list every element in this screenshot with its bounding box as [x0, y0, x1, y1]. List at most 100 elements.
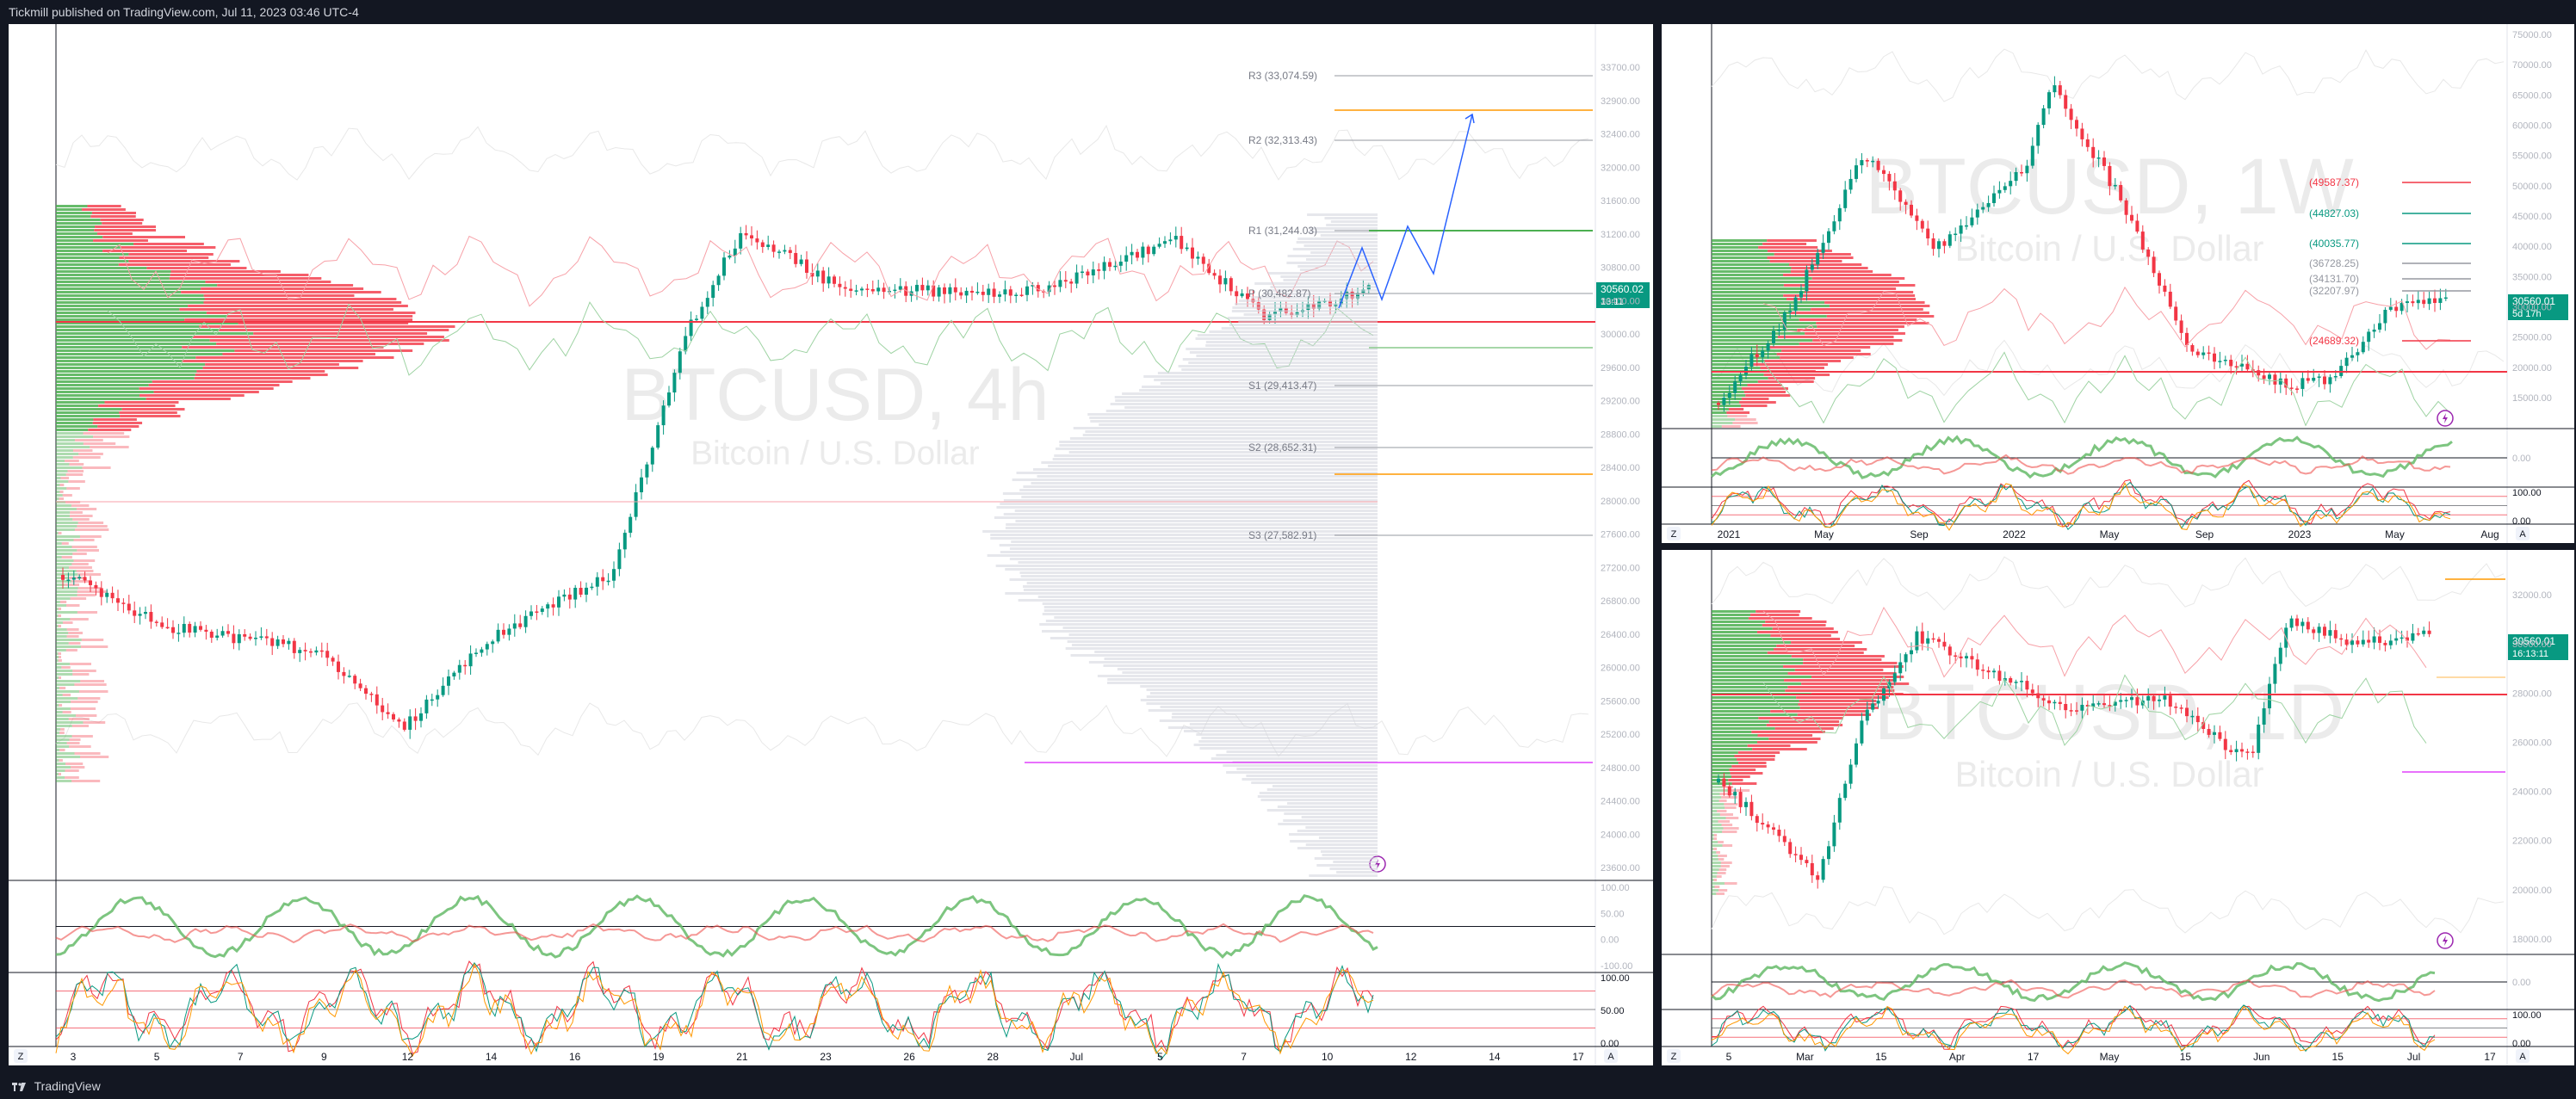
- chart-1d-candle: [2185, 699, 2189, 723]
- chart-4h-session-profile-bar: [1308, 231, 1378, 233]
- chart-4h-session-profile-bar: [1154, 379, 1378, 381]
- chart-1d-candle: [2020, 672, 2023, 692]
- chart-4h-candle: [430, 694, 434, 707]
- chart-1w-profile-bar-up: [1712, 253, 1774, 256]
- chart-1w-candle: [1772, 325, 1775, 347]
- chart-1w-candle: [2240, 355, 2244, 372]
- chart-4h-candle: [606, 573, 610, 586]
- chart-4h-candle: [89, 576, 92, 592]
- chart-4h-zoom-button-bg[interactable]: [14, 1049, 28, 1063]
- chart-1d-profile-bar-up: [1712, 858, 1718, 861]
- chart-pane-1d[interactable]: BTCUSD, 1D Bitcoin / U.S. Dollar 30560.01 1…: [1662, 550, 2574, 1065]
- chart-1w-zoom-button-bg[interactable]: [1667, 527, 1681, 540]
- chart-1w-rsi-line: [1711, 435, 2453, 479]
- chart-1w-profile-bar-down: [1728, 408, 1744, 411]
- chart-4h-session-profile-bar: [1143, 375, 1378, 378]
- chart-4h-profile-bar-down: [153, 391, 259, 393]
- chart-1w-profile-bar-up: [1712, 360, 1765, 362]
- chart-1w-candle: [1755, 344, 1759, 367]
- chart-1w-candle: [1777, 323, 1781, 336]
- chart-1w-candle: [2245, 355, 2250, 373]
- chart-1d-zoom-button-bg[interactable]: [1667, 1049, 1681, 1063]
- chart-4h-profile-bar-down: [59, 601, 67, 603]
- chart-4h-time-tick: 10: [1322, 1051, 1334, 1063]
- chart-1w-profile-bar-up: [1712, 325, 1817, 328]
- chart-4h-session-profile-bar: [1082, 434, 1378, 436]
- chart-1d-profile-bar-up: [1712, 751, 1738, 754]
- chart-4h-session-profile-bar: [1320, 234, 1378, 237]
- chart-4h-candle: [705, 291, 709, 314]
- chart-1w-candle: [2047, 90, 2051, 114]
- chart-1w-time-tick: Aug: [2480, 528, 2499, 540]
- chart-4h-session-profile-bar: [1016, 472, 1378, 474]
- chart-1d-profile-bar-up: [1712, 624, 1762, 627]
- chart-1w-alert-bolt-icon[interactable]: [2437, 410, 2454, 427]
- chart-4h-session-profile-bar: [990, 534, 1378, 536]
- chart-pane-1w[interactable]: BTCUSD, 1W Bitcoin / U.S. Dollar 30560.01 5…: [1662, 24, 2574, 543]
- chart-4h-session-profile-bar: [1209, 330, 1378, 333]
- chart-4h-price-tick: 23600.00: [1601, 863, 1640, 874]
- chart-1w-candle: [2108, 162, 2112, 195]
- chart-4h-candle: [248, 633, 252, 641]
- chart-1d-price-tick: 20000.00: [2512, 886, 2552, 896]
- chart-1w-auto-scale-button[interactable]: [2516, 527, 2530, 540]
- chart-4h-session-profile-bar: [1197, 334, 1378, 336]
- chart-4h-profile-bar-up: [56, 776, 65, 779]
- chart-1d-profile-bar-down: [1768, 720, 1840, 723]
- chart-4h-profile-bar-down: [69, 745, 91, 748]
- chart-4h-profile-bar-down: [58, 614, 61, 617]
- chart-4h-profile-bar-down: [192, 336, 444, 338]
- chart-4h-profile-bar-down: [73, 559, 96, 562]
- chart-4h-session-profile-bar: [1227, 317, 1378, 319]
- chart-1w-profile-bar-down: [1735, 418, 1756, 421]
- chart-4h-profile-bar-down: [83, 442, 116, 445]
- chart-4h-candle: [507, 624, 511, 641]
- chart-1d-candle: [2036, 685, 2040, 707]
- chart-1d-candle: [2096, 701, 2101, 707]
- chart-4h-profile-bar-up: [56, 219, 101, 221]
- chart-4h-session-profile-bar: [1009, 558, 1378, 560]
- chart-4h-profile-bar-up: [56, 573, 78, 576]
- chart-1d-profile-bar-down: [1757, 734, 1813, 737]
- chart-4h-profile-bar-up: [56, 687, 59, 689]
- chart-1d-profile-bar-down: [1722, 830, 1737, 833]
- chart-4h-candle: [964, 287, 969, 304]
- chart-4h-profile-bar-down: [98, 404, 176, 407]
- chart-4h-session-profile-bar: [1297, 265, 1378, 268]
- chart-1d-candle: [2383, 639, 2387, 651]
- chart-1d-candle: [1855, 738, 1858, 768]
- chart-1w-profile-bar-up: [1712, 256, 1768, 259]
- chart-1d-profile-bar-down: [1738, 762, 1767, 764]
- chart-4h-profile-bar-up: [56, 473, 66, 476]
- chart-1d-candle: [2251, 745, 2255, 758]
- chart-4h-session-profile-bar: [1287, 255, 1378, 257]
- chart-4h-auto-scale-button[interactable]: [1604, 1049, 1618, 1063]
- chart-4h-profile-bar-up: [56, 721, 84, 724]
- chart-4h-candle: [1146, 244, 1150, 262]
- chart-1d-alert-bolt-icon[interactable]: [2437, 932, 2454, 949]
- chart-4h-profile-bar-down: [58, 652, 61, 655]
- chart-4h-profile-bar-up: [56, 281, 206, 283]
- chart-4h-session-profile-bar: [1171, 716, 1378, 719]
- chart-4h-profile-bar-down: [65, 776, 79, 779]
- chart-4h-session-profile-bar: [1223, 764, 1378, 767]
- chart-4h-session-profile-bar: [1196, 733, 1378, 736]
- chart-1w-profile-bar-down: [1745, 394, 1791, 397]
- chart-1d-time-tick: 5: [1726, 1051, 1732, 1063]
- chart-1d-profile-bar-up: [1712, 875, 1717, 878]
- chart-1w-profile-bar-down: [1805, 332, 1905, 335]
- chart-1d-auto-scale-button[interactable]: [2516, 1049, 2530, 1063]
- chart-4h-profile-bar-down: [61, 666, 71, 669]
- chart-4h-profile-bar-down: [60, 477, 70, 479]
- chart-1d-rsi-line: [1711, 961, 2436, 1003]
- chart-pane-4h[interactable]: BTCUSD, 4h Bitcoin / U.S. Dollar 30560.02 1…: [9, 24, 1653, 1065]
- chart-4h-session-profile-bar: [1299, 269, 1378, 271]
- chart-1w-profile-bar-down: [1783, 274, 1892, 276]
- chart-4h-candle: [1130, 244, 1134, 265]
- chart-4h-session-profile-bar: [1238, 320, 1378, 323]
- chart-1d-profile-bar-down: [1718, 800, 1727, 802]
- chart-4h-candle: [337, 654, 340, 680]
